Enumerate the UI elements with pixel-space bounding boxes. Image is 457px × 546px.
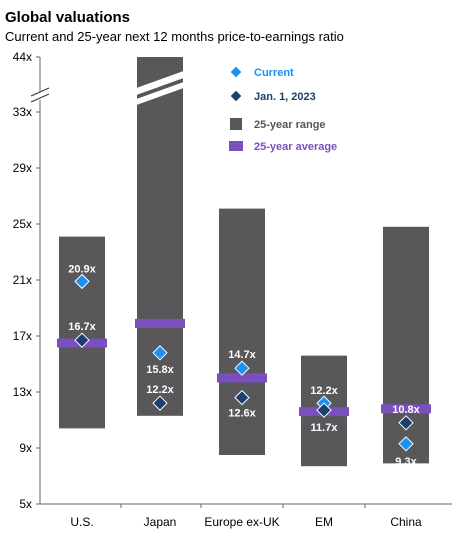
x-tick-label: EM xyxy=(315,515,333,529)
legend-jan-swatch xyxy=(229,89,243,103)
range-bar xyxy=(219,208,265,455)
y-tick-label: 33x xyxy=(13,105,32,119)
axis-break-mark xyxy=(30,93,50,103)
y-tick-label: 25x xyxy=(13,217,32,231)
jan-marker xyxy=(152,395,168,411)
axis-break-gap xyxy=(32,92,48,100)
legend-range-swatch xyxy=(230,118,242,130)
x-tick-label: China xyxy=(390,515,422,529)
jan-marker xyxy=(234,389,250,406)
range-bar xyxy=(137,57,183,416)
x-tick-label: Japan xyxy=(144,515,177,529)
y-tick-label: 21x xyxy=(13,273,32,287)
x-tick-label: U.S. xyxy=(70,515,93,529)
current-label: 9.3x xyxy=(395,456,417,468)
legend: Current Jan. 1, 2023 25-year range 25-year … xyxy=(229,65,337,153)
current-marker xyxy=(398,436,414,452)
legend-label: Current xyxy=(254,67,294,79)
legend-current-swatch xyxy=(229,65,243,79)
legend-label: 25-year range xyxy=(254,119,326,131)
y-tick-label: 9x xyxy=(19,441,32,455)
jan-label: 10.8x xyxy=(392,404,420,416)
plot-area: 5x 9x 13x 17x 21x 25x 29x 33x 44x U.S. Japan Europe… xyxy=(13,50,452,529)
x-tick-label: Europe ex-UK xyxy=(204,515,279,529)
jan-marker xyxy=(74,332,90,348)
jan-label: 11.7x xyxy=(311,422,339,434)
chart-title: Global valuations xyxy=(5,9,130,26)
current-label: 20.9x xyxy=(68,263,96,275)
current-marker xyxy=(74,273,90,290)
current-label: 15.8x xyxy=(146,364,174,376)
y-tick-label: 17x xyxy=(13,329,32,343)
y-tick-label: 5x xyxy=(19,497,32,511)
current-label: 12.2x xyxy=(310,385,338,397)
current-marker xyxy=(152,345,168,361)
jan-label: 12.2x xyxy=(146,384,174,396)
current-label: 14.7x xyxy=(228,349,256,361)
y-tick-label: 29x xyxy=(13,161,32,175)
axis-break-mark xyxy=(30,87,50,97)
jan-marker xyxy=(398,415,414,431)
average-marker xyxy=(381,404,431,414)
average-marker xyxy=(217,373,267,383)
jan-marker xyxy=(316,402,332,418)
legend-label: 25-year average xyxy=(254,141,337,153)
bar-break-mark xyxy=(135,70,185,96)
jan-label: 16.7x xyxy=(68,321,96,333)
chart-subtitle: Current and 25-year next 12 months price… xyxy=(5,29,344,44)
legend-average-swatch xyxy=(229,141,243,151)
legend-label: Jan. 1, 2023 xyxy=(254,91,316,103)
jan-label: 12.6x xyxy=(228,408,256,420)
y-tick-label: 13x xyxy=(13,385,32,399)
average-marker xyxy=(135,318,185,328)
current-marker xyxy=(234,360,250,376)
y-tick-label: 44x xyxy=(13,50,32,64)
bar-break-mark xyxy=(135,81,185,106)
